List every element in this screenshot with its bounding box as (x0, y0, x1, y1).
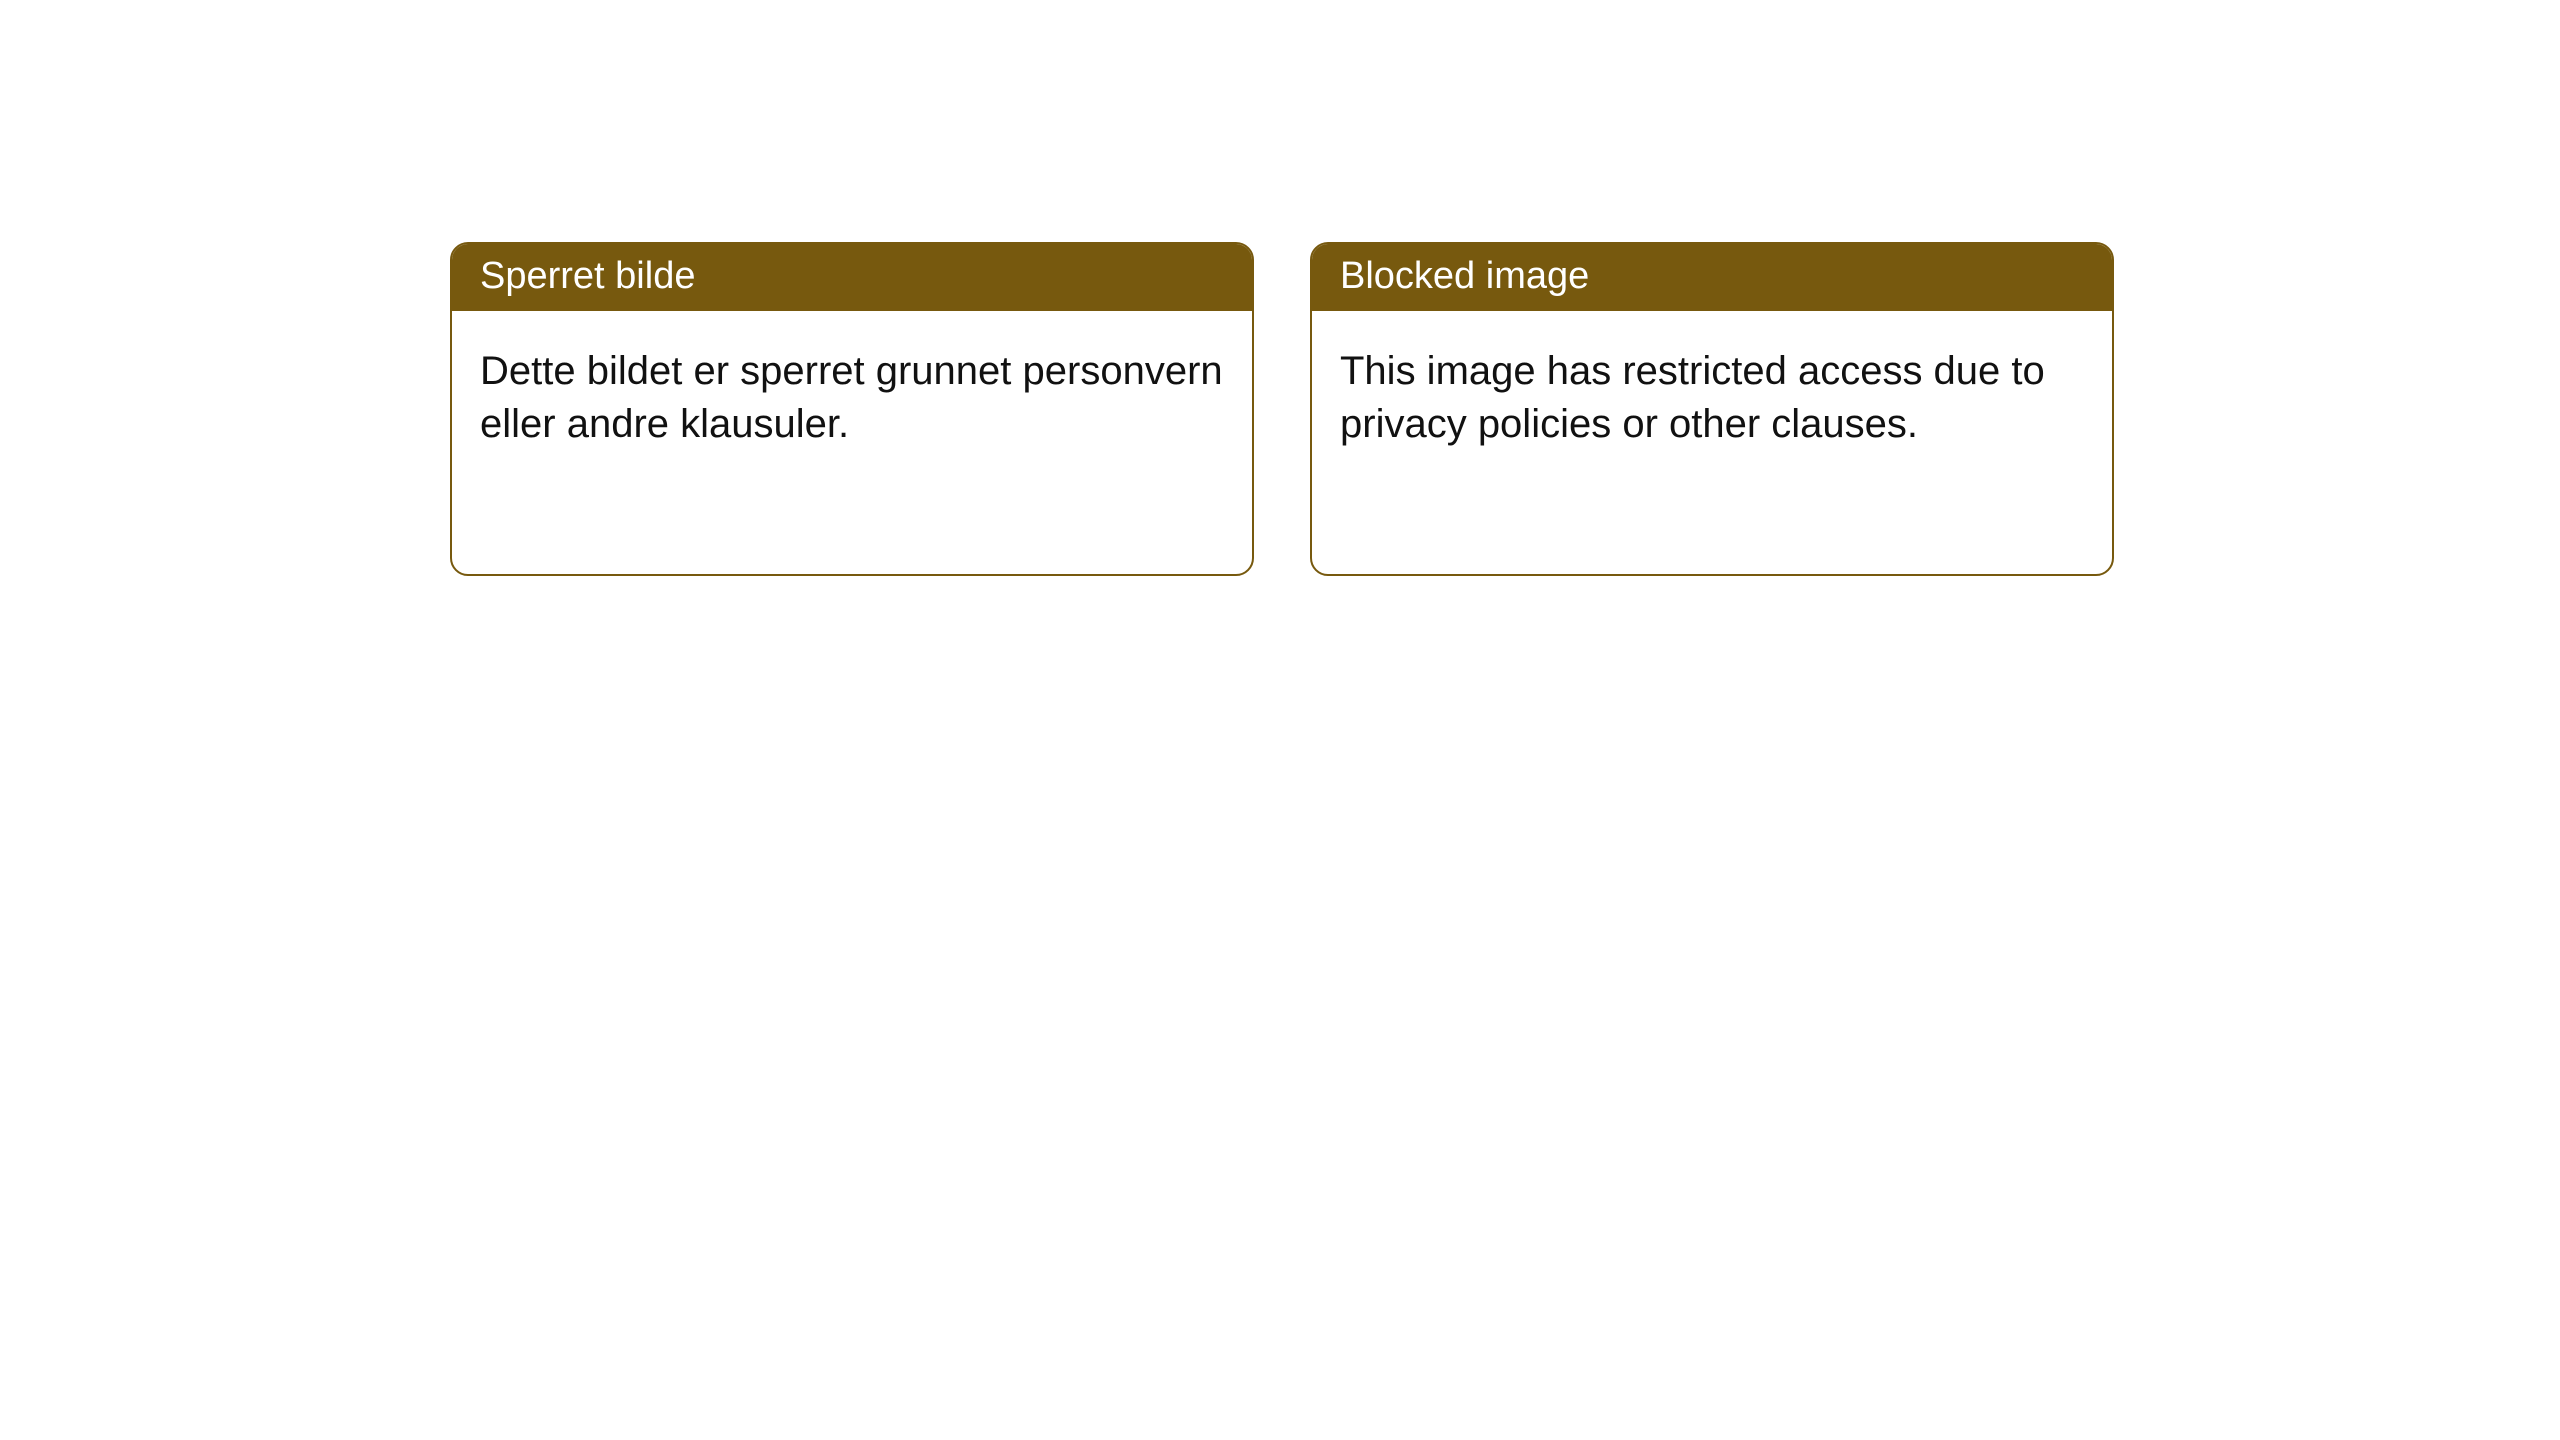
notice-card-norwegian: Sperret bilde Dette bildet er sperret gr… (450, 242, 1254, 576)
notice-card-english: Blocked image This image has restricted … (1310, 242, 2114, 576)
notice-cards-container: Sperret bilde Dette bildet er sperret gr… (0, 0, 2560, 576)
notice-card-title: Sperret bilde (452, 244, 1252, 311)
notice-card-title: Blocked image (1312, 244, 2112, 311)
notice-card-message: Dette bildet er sperret grunnet personve… (452, 311, 1252, 485)
notice-card-message: This image has restricted access due to … (1312, 311, 2112, 485)
